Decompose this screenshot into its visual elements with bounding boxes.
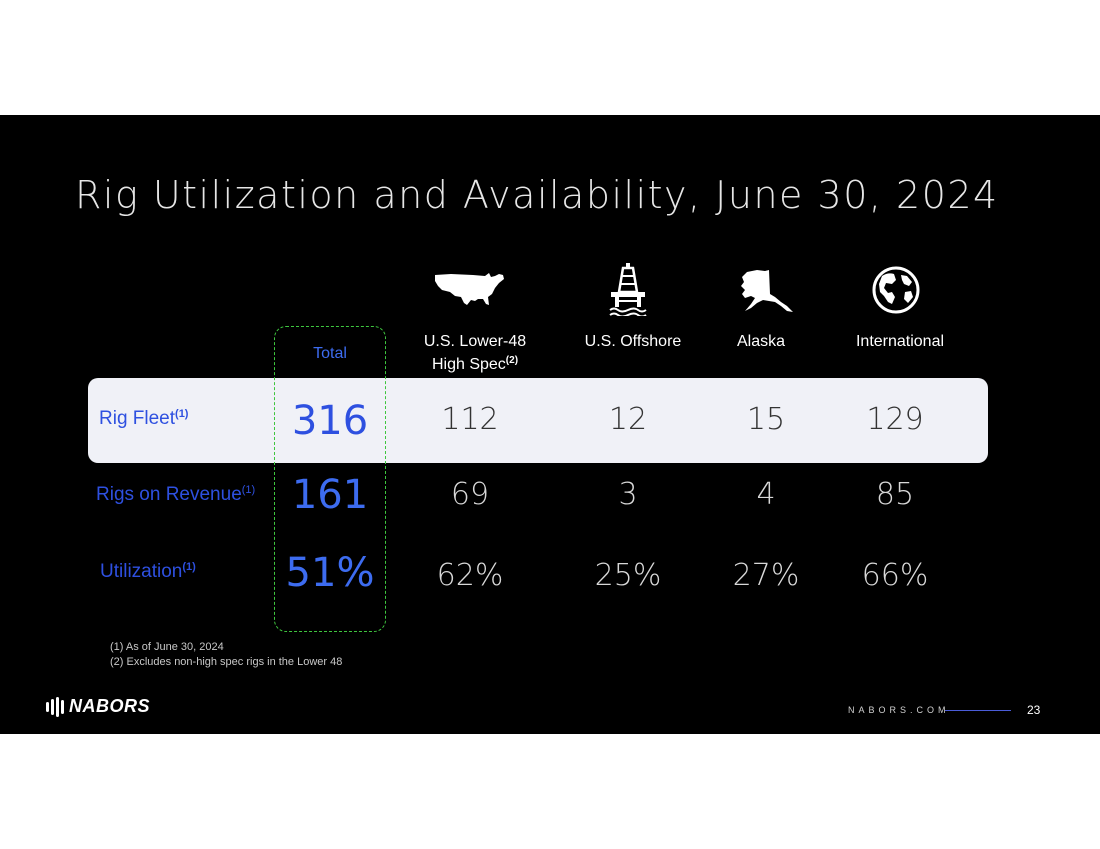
cell-rigs-on-revenue-alaska: 4 xyxy=(756,477,776,512)
cell-utilization-alaska: 27% xyxy=(732,558,800,593)
row-label-utilization: Utilization(1) xyxy=(100,561,196,583)
cell-utilization-offshore: 25% xyxy=(594,558,662,593)
total-rigs-on-revenue: 161 xyxy=(291,472,369,518)
footnote-ref-1: (1) xyxy=(182,561,196,573)
cell-rig-fleet-lower48: 112 xyxy=(441,402,499,437)
row-label-text: Utilization xyxy=(100,561,183,582)
nabors-logo-text: NABORS xyxy=(69,696,151,716)
footnote-ref-2: (2) xyxy=(505,355,519,366)
total-utilization: 51% xyxy=(285,550,375,596)
slide-title: Rig Utilization and Availability, June 3… xyxy=(75,173,999,217)
footnote-1: (1) As of June 30, 2024 xyxy=(110,641,224,653)
row-label-rigs-on-revenue: Rigs on Revenue(1) xyxy=(96,484,255,506)
page-number: 23 xyxy=(1027,703,1041,717)
footnote-ref-1: (1) xyxy=(175,408,189,420)
globe-icon xyxy=(872,266,920,314)
cell-utilization-international: 66% xyxy=(861,558,929,593)
column-header-us-offshore: U.S. Offshore xyxy=(584,333,682,350)
column-header-international: International xyxy=(855,333,945,350)
cell-rig-fleet-international: 129 xyxy=(866,402,924,437)
cell-rigs-on-revenue-international: 85 xyxy=(875,477,915,512)
slide: Rig Utilization and Availability, June 3… xyxy=(0,115,1100,734)
cell-rig-fleet-alaska: 15 xyxy=(746,402,786,437)
cell-rig-fleet-offshore: 12 xyxy=(608,402,648,437)
total-column-box xyxy=(274,326,386,632)
cell-rigs-on-revenue-offshore: 3 xyxy=(618,477,638,512)
total-rig-fleet: 316 xyxy=(291,398,369,444)
column-header-alaska: Alaska xyxy=(736,333,786,350)
nabors-logo-icon xyxy=(46,697,64,717)
row-label-text: Rig Fleet xyxy=(99,408,176,429)
alaska-map-icon xyxy=(741,270,793,312)
footnote-ref-1: (1) xyxy=(241,484,256,496)
cell-rigs-on-revenue-lower48: 69 xyxy=(450,477,490,512)
column-header-us-lower-48-line2: High Spec xyxy=(431,356,506,373)
website-label: NABORS.COM xyxy=(848,705,950,715)
rig-fleet-row-highlight xyxy=(88,378,988,463)
usa-map-icon xyxy=(435,273,504,305)
column-header-total: Total xyxy=(313,345,347,362)
cell-utilization-lower48: 62% xyxy=(436,558,504,593)
row-label-rig-fleet: Rig Fleet(1) xyxy=(99,408,188,430)
footnote-2: (2) Excludes non-high spec rigs in the L… xyxy=(110,656,343,668)
row-label-text: Rigs on Revenue xyxy=(96,484,242,505)
footer-divider-line xyxy=(945,710,1011,711)
column-header-us-lower-48: U.S. Lower-48 High Spec(2) xyxy=(395,332,555,374)
oil-platform-icon xyxy=(609,263,647,316)
column-header-us-lower-48-line1: U.S. Lower-48 xyxy=(423,333,527,350)
